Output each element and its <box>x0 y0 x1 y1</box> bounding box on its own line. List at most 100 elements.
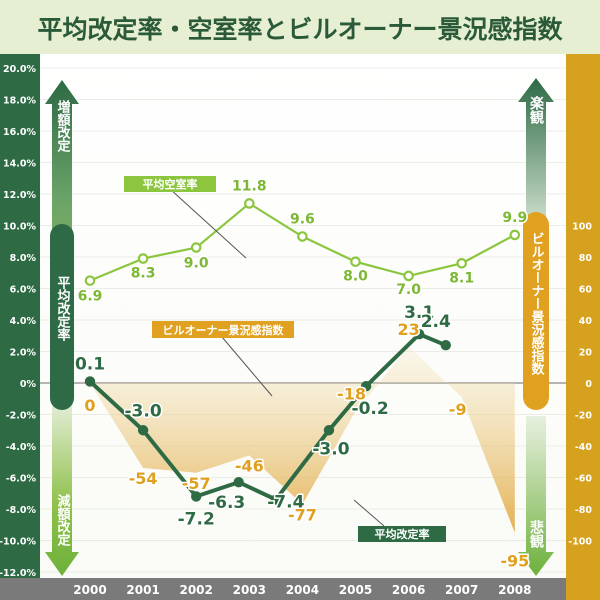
right-axis-tick-label: -80 <box>575 505 593 516</box>
data-label-revision: -3.0 <box>125 401 162 421</box>
axis-tick-labels: 20.0% 18.0% 16.0% 14.0% 12.0% 10.0% 8.0% 6.0% 4.… <box>0 64 592 597</box>
title-banner <box>0 0 600 54</box>
right-axis-tick-label: 40 <box>579 316 593 327</box>
callout-sentiment-leader <box>221 336 273 397</box>
right-arrow-down-shape <box>518 416 554 576</box>
callout-vacancy-leader <box>169 188 247 259</box>
sentiment-area <box>90 346 515 533</box>
left-axis-tick-label: 10.0% <box>3 222 36 233</box>
callout-sentiment: ビルオーナー景況感指数 <box>152 321 294 397</box>
x-axis-tick-label: 2007 <box>445 583 478 597</box>
data-label-vacancy: 9.9 <box>502 210 527 226</box>
left-axis-tick-label: 0% <box>20 379 37 390</box>
data-point-vacancy <box>244 198 255 209</box>
right-axis-tick-label: -60 <box>575 474 593 485</box>
data-point-vacancy <box>84 275 96 286</box>
data-label-revision: -3.0 <box>312 439 349 459</box>
left-arrow-down-label: 減額改定 <box>55 493 72 547</box>
data-point-revision <box>270 494 282 505</box>
data-label-revision: 3.1 <box>404 303 434 323</box>
left-axis-tick-label: 20.0% <box>3 64 36 75</box>
left-axis-tick-label: 14.0% <box>3 159 36 170</box>
data-point-vacancy <box>509 229 521 241</box>
data-label-vacancy: 6.9 <box>78 289 103 305</box>
x-axis-panel <box>0 578 566 600</box>
data-point-revision <box>233 477 244 488</box>
left-axis-tick-label: 6.0% <box>10 285 37 296</box>
data-point-vacancy <box>190 242 202 253</box>
right-axis-tick-label: 20 <box>579 348 593 359</box>
callout-vacancy-label: 平均空室率 <box>143 177 198 191</box>
x-axis-tick-label: 2008 <box>498 583 531 597</box>
data-label-vacancy: 8.1 <box>449 270 474 286</box>
data-label-revision: 0.1 <box>75 354 105 374</box>
left-arrow-center-label: 平均改定率 <box>55 276 72 342</box>
data-point-vacancy <box>350 256 361 268</box>
data-labels: 6.98.39.011.89.68.07.08.19.90-54 -57-46-7… <box>73 177 530 572</box>
right-axis-tick-label: -40 <box>575 442 593 453</box>
callout-revision-box <box>358 526 446 542</box>
data-point-vacancy <box>297 231 308 242</box>
x-axis-tick-label: 2006 <box>392 583 425 597</box>
right-axis-tick-label: 0 <box>585 379 592 390</box>
x-axis-tick-label: 2004 <box>286 583 319 597</box>
left-axis-tick-label: -6.0% <box>6 474 37 485</box>
left-axis-tick-label: 8.0% <box>10 253 37 264</box>
callout-vacancy-box <box>124 176 216 192</box>
data-point-revision <box>440 340 451 351</box>
right-axis-tick-label: -20 <box>575 411 593 422</box>
callout-vacancy: 平均空室率 <box>124 176 247 259</box>
left-axis-tick-label: 2.0% <box>10 348 37 359</box>
right-arrow-up-shape <box>518 78 554 220</box>
data-label-sentiment: -57 <box>182 474 211 493</box>
data-label-revision: -7.2 <box>178 509 215 529</box>
right-axis-tick-label: 80 <box>579 253 593 264</box>
data-point-revision <box>84 376 96 387</box>
x-axis-tick-label: 2001 <box>126 583 159 597</box>
series-lines <box>84 198 521 505</box>
data-label-sentiment: -46 <box>235 456 264 475</box>
data-label-vacancy: 8.3 <box>131 266 156 282</box>
x-axis-tick-label: 2003 <box>233 583 266 597</box>
callout-revision-label: 平均改定率 <box>375 527 430 541</box>
left-axis-tick-label: 12.0% <box>3 190 36 201</box>
left-indicator-arrow: 増額改定 平均改定率 減額改定 <box>45 80 79 576</box>
sentiment-area-fill <box>90 346 515 533</box>
callout-revision: 平均改定率 <box>353 499 446 542</box>
data-label-sentiment: 0 <box>84 396 95 415</box>
left-axis-tick-label: 16.0% <box>3 127 36 138</box>
data-point-vacancy <box>137 253 149 264</box>
data-label-vacancy: 8.0 <box>343 269 368 285</box>
right-indicator-arrow: 楽観 ビルオーナー景況感指数 悲観 <box>518 78 554 576</box>
right-arrow-up-label: 楽観 <box>528 95 545 125</box>
callout-revision-leader <box>353 499 385 527</box>
data-point-revision <box>323 425 335 436</box>
left-axis-tick-label: -4.0% <box>6 442 37 453</box>
data-point-revision <box>191 491 202 502</box>
left-axis-tick-label: -10.0% <box>0 537 36 548</box>
chart-title: 平均改定率・空室率とビルオーナー景況感指数 <box>37 15 563 44</box>
data-point-vacancy <box>403 270 414 282</box>
left-axis-tick-label: 18.0% <box>3 96 36 107</box>
data-label-vacancy: 7.0 <box>396 282 421 298</box>
data-label-revision: -0.2 <box>352 399 389 419</box>
data-label-sentiment: -95 <box>500 552 529 571</box>
data-point-revision <box>137 425 149 436</box>
data-label-vacancy: 11.8 <box>232 178 267 194</box>
data-label-sentiment: -9 <box>449 400 467 419</box>
x-axis-tick-label: 2005 <box>339 583 372 597</box>
data-point-revision <box>360 380 372 392</box>
callout-sentiment-label: ビルオーナー景況感指数 <box>163 323 285 337</box>
data-point-vacancy <box>456 257 467 269</box>
data-label-revision: -7.4 <box>267 493 304 513</box>
data-point-revision <box>414 328 425 340</box>
data-label-revision: -6.3 <box>208 493 245 513</box>
data-label-vacancy: 9.6 <box>290 212 315 228</box>
left-axis-tick-label: -8.0% <box>6 505 37 516</box>
left-axis-tick-label: -2.0% <box>6 411 37 422</box>
grid-lines <box>40 67 566 573</box>
callout-sentiment-box <box>152 321 294 338</box>
left-axis-tick-label: 4.0% <box>10 316 37 327</box>
x-axis-tick-label: 2000 <box>73 583 106 597</box>
